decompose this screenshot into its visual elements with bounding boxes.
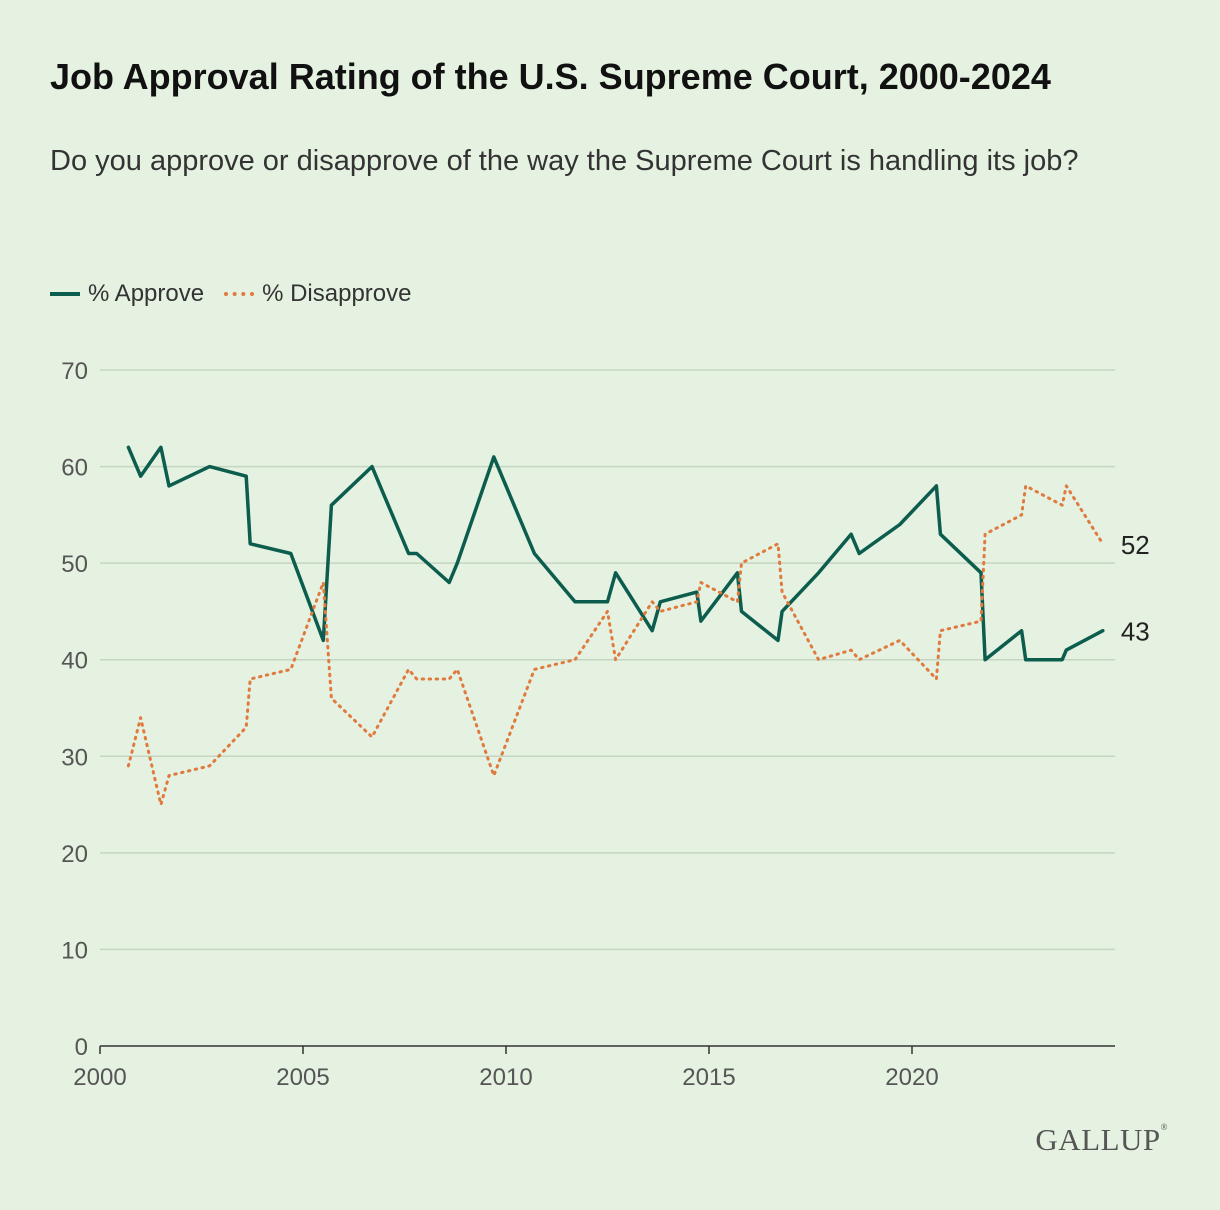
series-line-disapprove	[126, 484, 1105, 807]
legend-swatch-disapprove	[224, 292, 255, 296]
legend-item-disapprove: % Disapprove	[224, 280, 411, 308]
legend-label-approve: % Approve	[88, 280, 205, 307]
y-tick-label: 50	[61, 551, 88, 578]
x-tick-label: 2020	[885, 1064, 938, 1091]
y-tick-label: 0	[75, 1034, 88, 1061]
end-label-disapprove: 52	[1121, 530, 1150, 560]
brand-name: GALLUP	[1035, 1122, 1161, 1157]
x-tick-label: 2015	[682, 1064, 735, 1091]
registered-mark: ®	[1160, 1122, 1168, 1132]
y-tick-label: 40	[61, 648, 88, 675]
series-lines	[126, 445, 1105, 807]
chart-title: Job Approval Rating of the U.S. Supreme …	[50, 56, 1051, 97]
x-tick-label: 2010	[479, 1064, 532, 1091]
gridlines	[100, 369, 1115, 951]
end-label-approve: 43	[1121, 617, 1150, 647]
legend: % Approve % Disapprove	[50, 280, 431, 308]
y-tick-label: 30	[61, 744, 88, 771]
x-axis-ticks: 2000 2005 2010 2015 2020	[73, 1046, 939, 1091]
gallup-logo: GALLUP®	[1035, 1122, 1168, 1158]
y-tick-label: 20	[61, 841, 88, 868]
legend-item-approve: % Approve	[50, 280, 204, 308]
legend-label-disapprove: % Disapprove	[262, 280, 412, 307]
x-tick-label: 2005	[276, 1064, 329, 1091]
end-labels: 43 52	[1121, 530, 1150, 647]
x-tick-label: 2000	[73, 1064, 126, 1091]
legend-swatch-approve	[50, 292, 80, 296]
y-tick-label: 70	[61, 358, 88, 385]
y-tick-label: 60	[61, 455, 88, 482]
series-line-approve	[126, 445, 1105, 662]
y-tick-label: 10	[61, 937, 88, 964]
chart-subtitle: Do you approve or disapprove of the way …	[50, 145, 1079, 177]
y-axis-ticks: 0 10 20 30 40 50 60 70	[61, 358, 88, 1061]
